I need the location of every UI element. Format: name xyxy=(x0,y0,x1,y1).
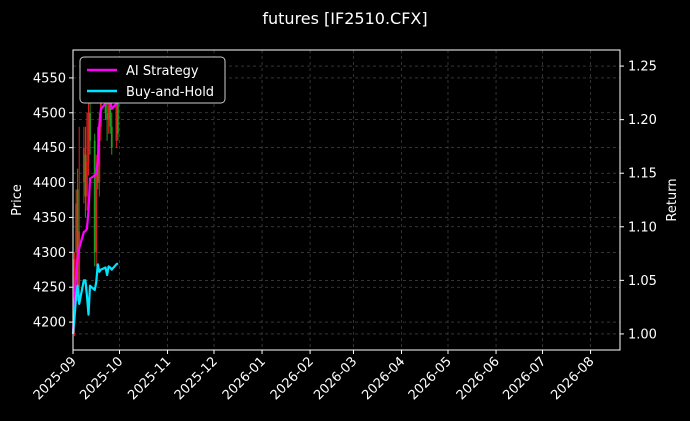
plot-frame xyxy=(72,49,621,351)
y2-axis-label: Return xyxy=(665,178,680,221)
y2-tick-label: 1.20 xyxy=(628,113,657,128)
x-tick-label: 2026-01 xyxy=(220,354,269,403)
candle-body xyxy=(106,112,108,120)
y2-tick-label: 1.25 xyxy=(628,60,657,75)
x-tick-label: 2025-11 xyxy=(125,354,174,403)
candle-body xyxy=(109,91,112,127)
candle-body xyxy=(78,231,81,288)
y-tick-label: 4250 xyxy=(33,281,66,296)
candle-body xyxy=(96,168,99,183)
y-tick-label: 4400 xyxy=(33,176,66,191)
y-tick-label: 4550 xyxy=(33,71,66,86)
y-axis-right: 1.00 1.05 1.10 1.15 1.20 1.25 xyxy=(620,60,657,342)
x-tick-label: 2025-10 xyxy=(77,354,126,403)
y2-tick-label: 1.05 xyxy=(628,274,657,289)
y2-tick-label: 1.15 xyxy=(628,167,657,182)
x-tick-label: 2026-05 xyxy=(406,354,455,403)
x-tick-label: 2026-08 xyxy=(548,354,597,403)
candle-body xyxy=(95,168,98,253)
candle-body xyxy=(117,91,119,134)
candle-body xyxy=(98,126,101,183)
y-axis-left: 4200 4250 4300 4350 4400 4450 4500 4550 xyxy=(33,71,73,331)
candle-body xyxy=(84,154,87,197)
candle-body xyxy=(73,259,76,295)
y-tick-label: 4500 xyxy=(33,106,66,121)
candle-body xyxy=(107,91,110,120)
x-tick-label: 2026-02 xyxy=(268,354,317,403)
candle-body xyxy=(82,147,85,183)
x-tick-label: 2025-12 xyxy=(172,354,221,403)
candle-body xyxy=(87,112,90,162)
series-line-buy-and-hold xyxy=(71,262,119,335)
legend-label-ai-strategy: AI Strategy xyxy=(126,64,199,79)
y2-tick-label: 1.00 xyxy=(628,327,657,342)
y-tick-label: 4200 xyxy=(33,316,66,331)
y2-tick-label: 1.10 xyxy=(628,220,657,235)
candle-body xyxy=(89,112,91,141)
y-tick-label: 4350 xyxy=(33,211,66,226)
y-tick-label: 4300 xyxy=(33,246,66,261)
x-tick-label: 2026-03 xyxy=(311,354,360,403)
y-axis-label: Price xyxy=(10,184,25,216)
candle-body xyxy=(86,161,88,197)
candle-body xyxy=(104,98,107,113)
candle-body xyxy=(76,189,79,288)
x-tick-label: 2025-09 xyxy=(31,354,80,403)
legend: AI Strategy Buy-and-Hold xyxy=(79,56,226,104)
x-tick-label: 2026-04 xyxy=(359,354,408,403)
legend-label-buy-and-hold: Buy-and-Hold xyxy=(126,85,214,100)
x-tick-label: 2026-07 xyxy=(500,354,549,403)
candle-body xyxy=(115,84,118,141)
x-tick-label: 2026-06 xyxy=(454,354,503,403)
candle-body xyxy=(75,203,77,253)
candle-body xyxy=(110,126,113,148)
y-tick-label: 4450 xyxy=(33,141,66,156)
candle-body xyxy=(93,140,96,253)
chart-title: futures [IF2510.CFX] xyxy=(262,9,427,28)
